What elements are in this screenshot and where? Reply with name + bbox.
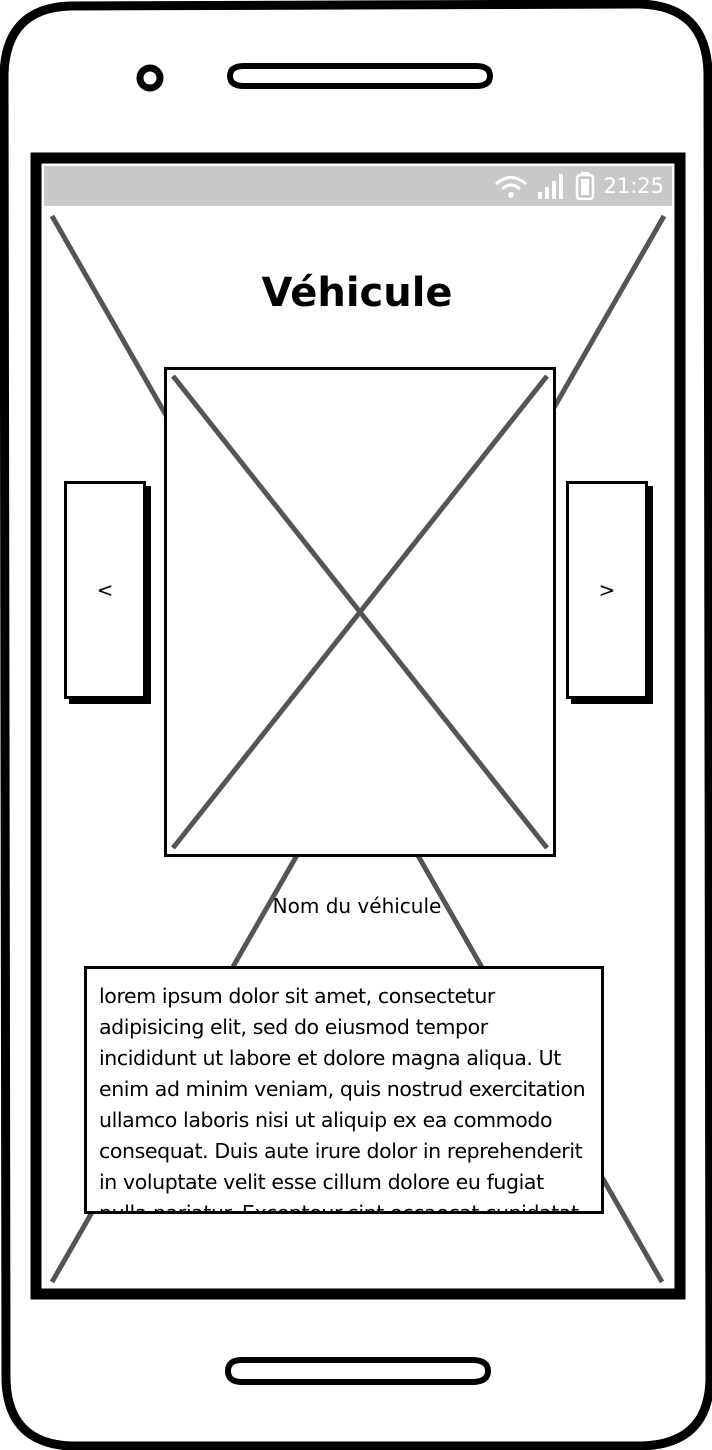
home-button[interactable] — [224, 1357, 492, 1385]
image-placeholder-icon — [171, 374, 549, 850]
status-bar: 21:25 — [44, 166, 672, 206]
previous-button[interactable]: < — [64, 481, 146, 699]
screen: Véhicule < > Nom du véhicule lorem ipsum… — [44, 210, 670, 1286]
chevron-right-icon: > — [598, 578, 616, 602]
chevron-left-icon: < — [96, 578, 114, 602]
vehicle-name: Nom du véhicule — [272, 894, 442, 918]
battery-icon — [576, 172, 595, 200]
wifi-icon — [495, 176, 528, 198]
signal-icon — [538, 174, 564, 199]
next-button[interactable]: > — [566, 481, 648, 699]
status-icons: 21:25 — [493, 172, 664, 200]
vehicle-description-box[interactable]: lorem ipsum dolor sit amet, consectetur … — [84, 966, 604, 1214]
vehicle-image — [164, 367, 556, 857]
vehicle-description: lorem ipsum dolor sit amet, consectetur … — [99, 984, 586, 1214]
page-title: Véhicule — [261, 270, 453, 316]
camera-icon — [136, 64, 164, 92]
speaker-grille — [226, 63, 494, 89]
status-time: 21:25 — [603, 174, 664, 198]
